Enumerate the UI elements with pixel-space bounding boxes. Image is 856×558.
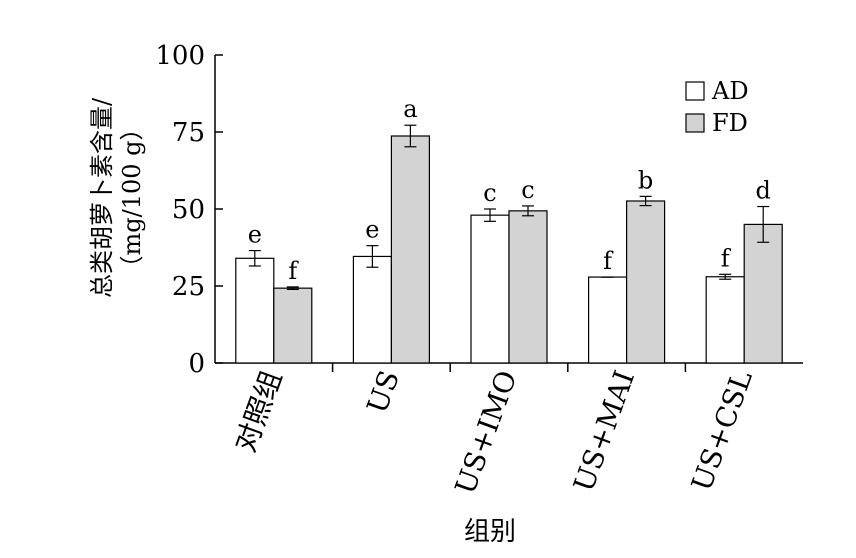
legend-label: FD: [712, 109, 748, 137]
x-tick-label: US+CSL: [685, 366, 759, 495]
bar: [625, 200, 666, 364]
bar: [743, 223, 783, 364]
bar: [508, 210, 548, 364]
bar: [352, 255, 392, 364]
significance-letter: e: [365, 216, 379, 244]
legend: AD FD: [685, 77, 749, 137]
x-tick-label: US: [360, 366, 406, 417]
bar: [470, 214, 510, 364]
y-tick-label: 100: [155, 41, 205, 71]
significance-letter: c: [521, 176, 534, 204]
significance-letter: f: [603, 247, 614, 275]
bar: [235, 257, 275, 364]
legend-label: AD: [711, 77, 749, 105]
bar: [587, 276, 628, 364]
y-tick-label: 0: [188, 349, 205, 379]
y-tick-label: 75: [172, 118, 205, 148]
significance-letter: c: [483, 179, 496, 207]
legend-swatch: [685, 81, 705, 101]
legend-swatch: [685, 113, 705, 133]
significance-letter: b: [638, 166, 653, 194]
significance-letter: f: [721, 244, 732, 272]
significance-letter: a: [403, 95, 417, 123]
x-tick-label: US+MAI: [567, 366, 641, 496]
significance-letter: e: [248, 221, 262, 249]
y-tick-label: 25: [172, 272, 205, 302]
significance-letter: d: [756, 177, 771, 205]
y-axis-label: 总类胡萝卜素含量/ （mg/100 g）: [88, 97, 146, 298]
y-tick-label: 50: [172, 195, 205, 225]
bar: [273, 287, 313, 364]
significance-letter: f: [288, 257, 299, 285]
y-axis-label-line1: 总类胡萝卜素含量/: [88, 97, 116, 298]
x-tick-label: US+IMO: [448, 366, 523, 498]
x-tick-label: 对照组: [229, 366, 289, 456]
bar: [390, 135, 430, 364]
bar: [705, 276, 745, 364]
x-axis-label: 组别: [464, 517, 516, 547]
y-axis-label-line2: （mg/100 g）: [118, 116, 146, 279]
